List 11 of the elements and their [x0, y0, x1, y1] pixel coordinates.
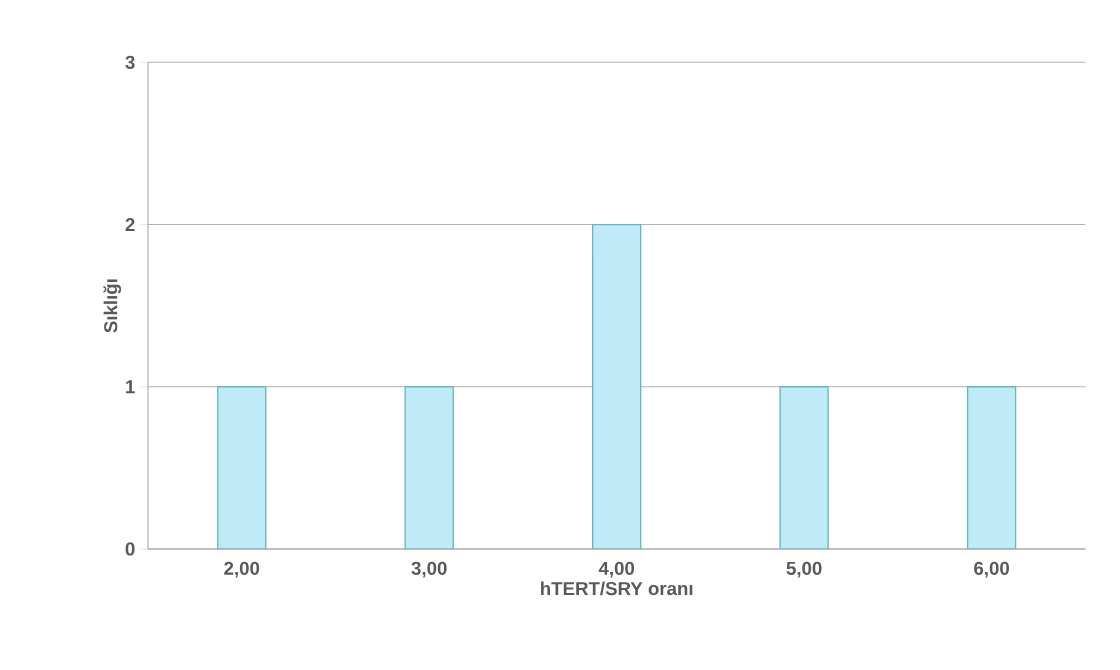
y-tick-label: 0	[125, 542, 135, 556]
x-tick-label: 6,00	[974, 561, 1009, 578]
x-tick-label: 2,00	[224, 561, 260, 578]
x-tick-label: 3,00	[411, 561, 447, 578]
y-tick-label: 2	[125, 218, 135, 232]
x-axis-title: hTERT/SRY oranı	[541, 581, 693, 596]
x-tick-label: 5,00	[786, 561, 822, 578]
y-tick-label: 1	[126, 380, 135, 394]
x-tick-label: 4,00	[598, 561, 635, 578]
y-tick-label: 3	[125, 55, 135, 69]
y-axis-title: Sıklığı	[103, 279, 122, 333]
